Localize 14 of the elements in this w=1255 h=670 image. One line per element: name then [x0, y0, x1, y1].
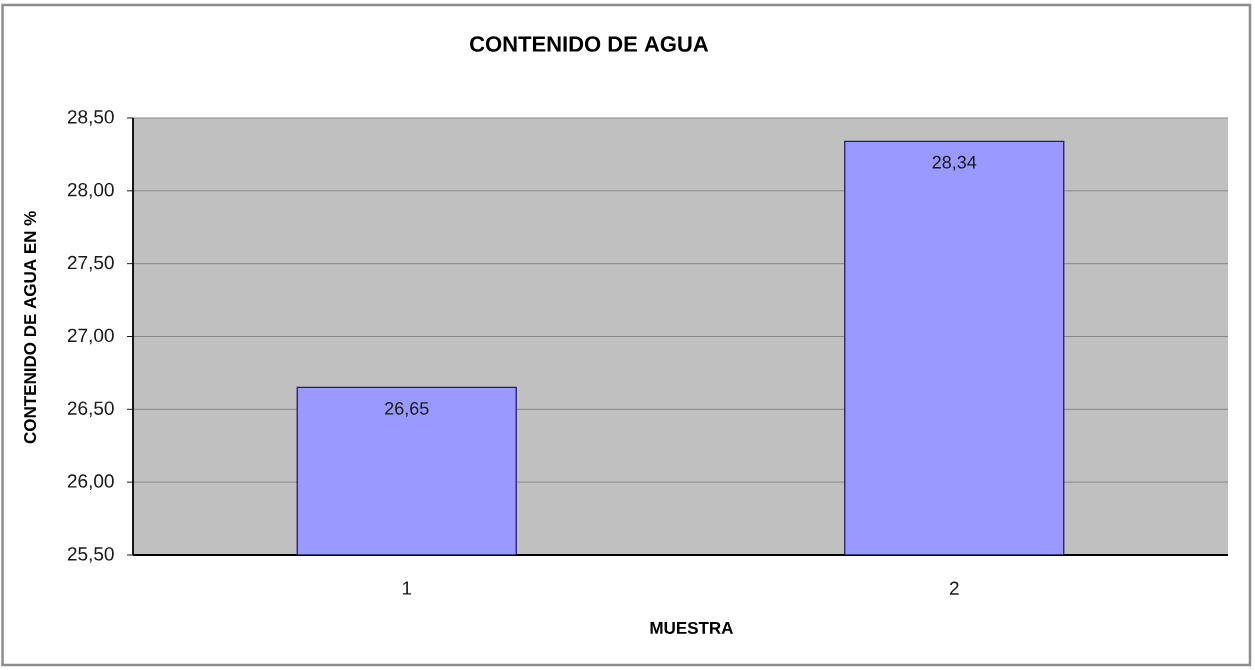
chart-title: CONTENIDO DE AGUA — [470, 36, 709, 52]
y-tick-label: 26,00 — [67, 474, 114, 491]
data-label: 26,65 — [385, 402, 429, 417]
x-tick-label: 1 — [402, 581, 412, 595]
y-tick-label: 27,50 — [67, 255, 114, 272]
x-axis-title: MUESTRA — [650, 621, 734, 634]
y-tick-label: 25,50 — [67, 547, 114, 563]
y-tick-label: 28,00 — [67, 182, 114, 199]
x-tick-label: 2 — [949, 581, 959, 595]
y-tick-label: 28,50 — [67, 110, 114, 126]
data-label: 28,34 — [932, 155, 977, 171]
y-tick-label: 27,00 — [67, 328, 114, 345]
y-tick-label: 26,50 — [67, 401, 114, 418]
y-axis-title: CONTENIDO DE AGUA EN % — [24, 211, 37, 444]
